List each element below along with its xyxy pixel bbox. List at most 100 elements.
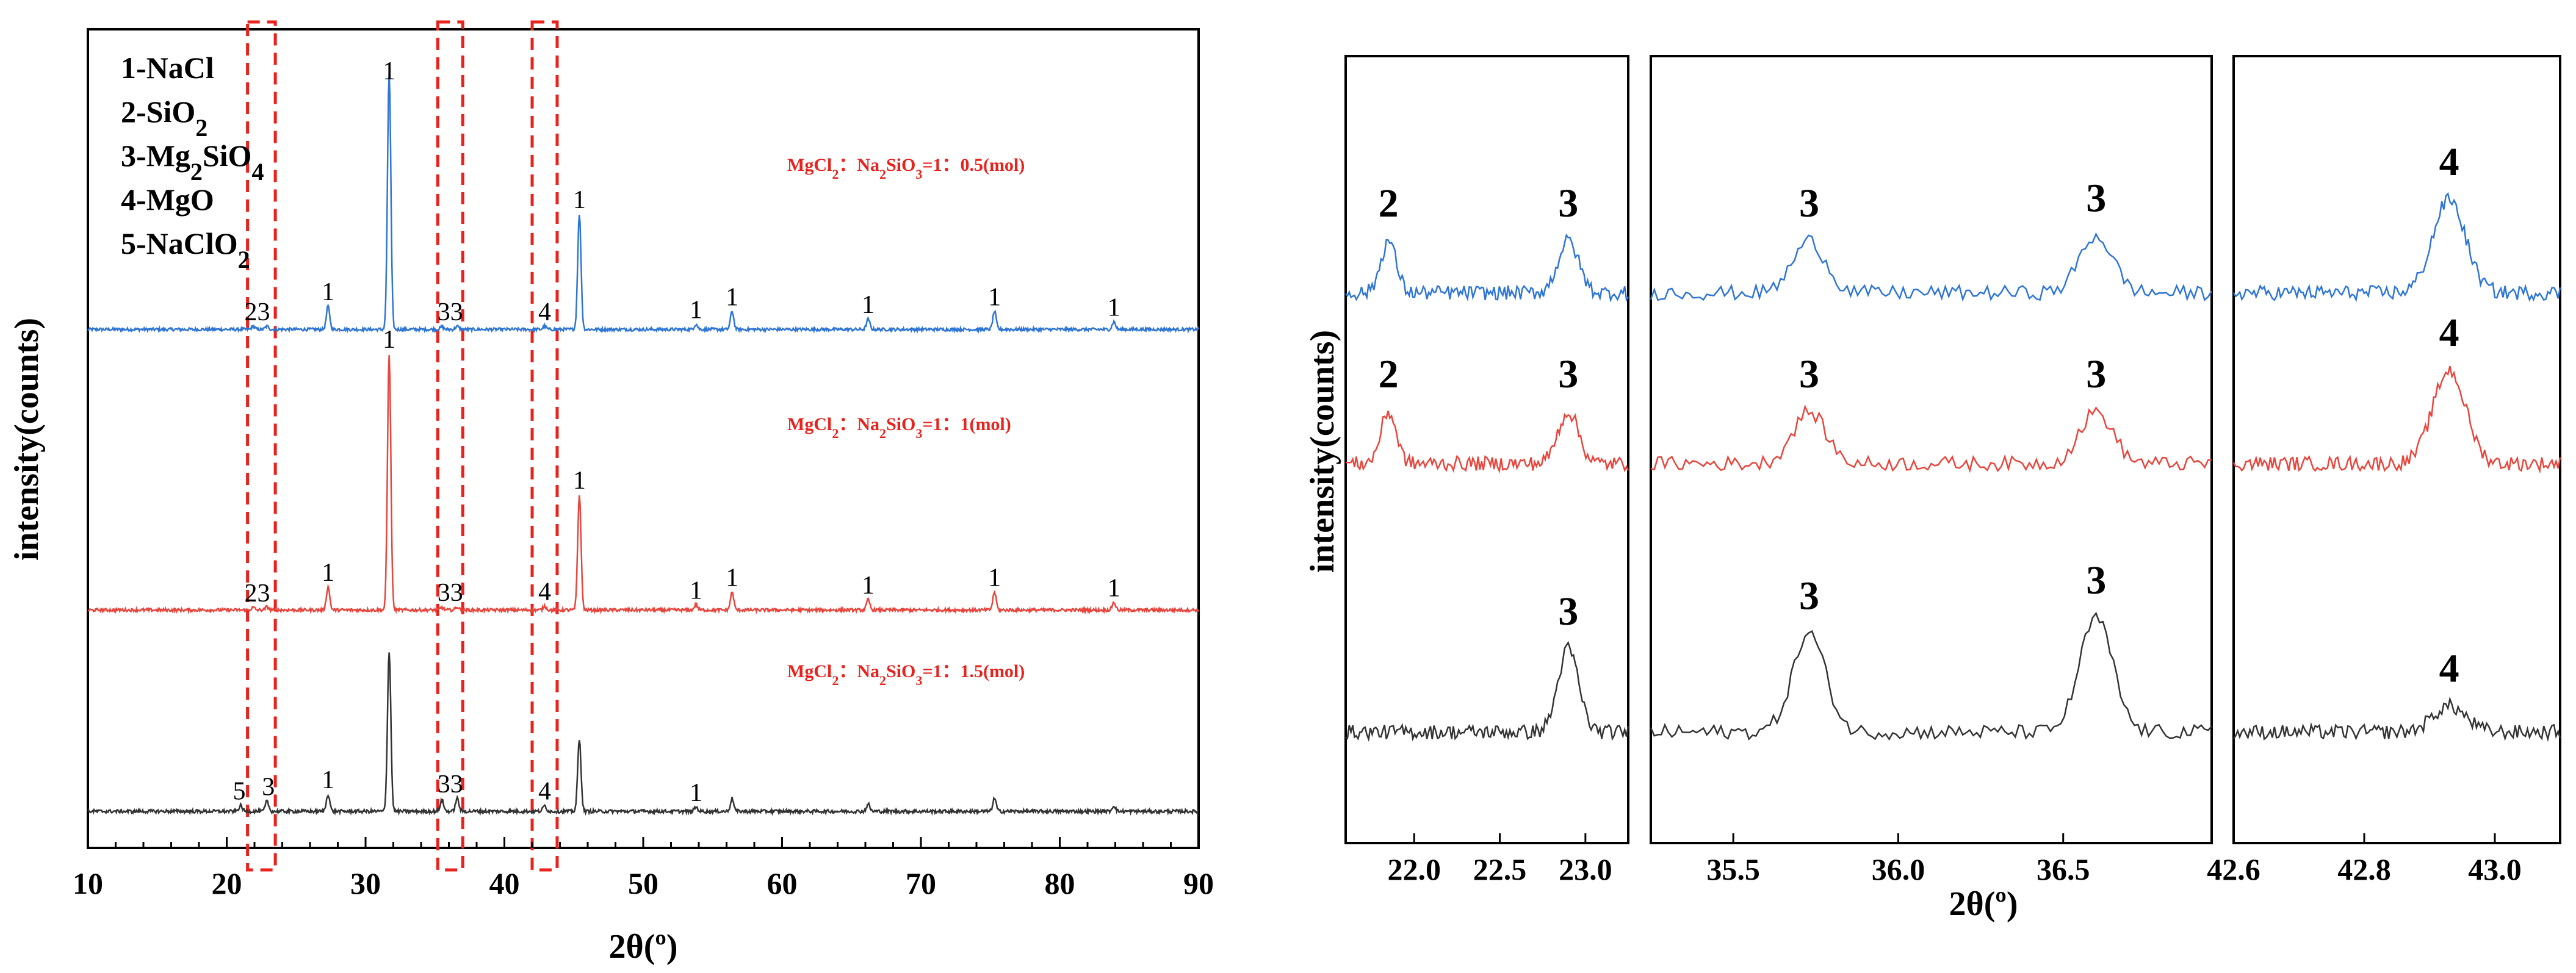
peak-label: 4 <box>538 578 551 606</box>
zoom-x-tick-label: 22.0 <box>1387 852 1441 886</box>
zoom-x-axis-title: 2θ(º) <box>1949 885 2018 923</box>
main-plot-frame <box>87 28 1200 849</box>
condition-labels: MgCl2：Na2SiO3=1：0.5(mol) MgCl2：Na2SiO3=1：… <box>787 155 1025 688</box>
peak-label: 33 <box>438 579 463 607</box>
peak-label: 1 <box>573 467 586 495</box>
zoom-series-line <box>1650 232 2213 302</box>
zoom-x-tick-label: 23.0 <box>1559 852 1612 886</box>
peak-label: 1 <box>1108 293 1120 321</box>
zoom-panels: 2 3 2 3 3 22.0 22.5 23.0 3 3 3 3 3 3 35.5 36.0 36.5 4 4 4 42… <box>1344 55 2561 886</box>
zoom-series-line <box>1345 233 1629 303</box>
peak-label: 4 <box>538 298 551 326</box>
legend-entry: 4-MgO <box>121 182 214 217</box>
zoom-series-line <box>1345 411 1629 474</box>
zoom-series-line <box>1650 611 2212 741</box>
peak-label: 1 <box>690 779 702 807</box>
zoom-peak-label: 3 <box>1799 352 1819 397</box>
zoom-x-tick-label: 42.6 <box>2207 852 2260 886</box>
main-y-axis-title: intensity(counts) <box>8 318 46 561</box>
peak-label: 1 <box>988 284 1001 312</box>
zoom-panel-frame <box>1650 55 2213 844</box>
peak-label: 1 <box>383 326 395 354</box>
zoom-x-tick-label: 22.5 <box>1473 852 1527 886</box>
zoom-peak-label: 3 <box>2086 558 2106 603</box>
highlight-boxes <box>246 20 559 872</box>
x-tick-label: 90 <box>1183 866 1214 900</box>
zoom-x-tick-label: 36.5 <box>2037 852 2090 886</box>
x-tick-label: 70 <box>906 866 936 900</box>
zoom-x-tick-label: 35.5 <box>1706 852 1760 886</box>
peak-label: 1 <box>726 284 738 312</box>
highlight-box <box>436 20 464 872</box>
highlight-box <box>246 20 277 872</box>
zoom-peak-label: 3 <box>1799 181 1819 226</box>
x-tick-label: 50 <box>628 866 658 900</box>
legend-entry: 1-NaCl <box>121 51 214 85</box>
zoom-series-line <box>2232 192 2561 303</box>
peak-label: 1 <box>690 296 702 325</box>
zoom-panel: 2 3 2 3 3 22.0 22.5 23.0 <box>1344 55 1629 886</box>
zoom-peak-label: 4 <box>2439 647 2459 691</box>
peak-label: 5 <box>233 778 245 806</box>
peak-label: 4 <box>538 778 551 806</box>
zoom-x-tick-label: 43.0 <box>2468 852 2522 886</box>
series-line <box>87 355 1200 615</box>
zoom-peak-label: 2 <box>1379 352 1399 397</box>
highlight-box <box>530 20 559 872</box>
zoom-series-line <box>1345 641 1629 742</box>
condition-label: MgCl2：Na2SiO3=1：0.5(mol) <box>787 155 1025 182</box>
zoom-peak-label: 4 <box>2439 140 2459 184</box>
zoom-x-tick-label: 36.0 <box>1872 852 1925 886</box>
zoom-panel-frame <box>1344 55 1629 844</box>
peak-label: 1 <box>726 564 738 592</box>
peak-label: 1 <box>322 766 334 794</box>
peak-label: 33 <box>438 298 463 326</box>
condition-label: MgCl2：Na2SiO3=1：1.5(mol) <box>787 661 1025 688</box>
peak-label: 3 <box>262 774 275 802</box>
zoom-peak-label: 3 <box>2086 352 2106 397</box>
zoom-peak-label: 3 <box>1558 181 1578 226</box>
main-x-axis: 10 20 30 40 50 60 70 80 90 <box>73 837 1214 900</box>
peak-label: 1 <box>862 572 875 600</box>
condition-label: MgCl2：Na2SiO3=1：1(mol) <box>787 414 1011 441</box>
legend-entry: 2-SiO2 <box>121 95 207 142</box>
peak-label: 1 <box>383 57 395 85</box>
zoom-panel: 3 3 3 3 3 3 35.5 36.0 36.5 <box>1650 55 2213 886</box>
zoom-panel: 4 4 4 42.6 42.8 43.0 <box>2207 55 2561 886</box>
zoom-peak-label: 3 <box>1799 574 1819 619</box>
x-tick-label: 40 <box>489 866 520 900</box>
peak-label: 1 <box>862 291 875 319</box>
zoom-series-line <box>1650 404 2212 473</box>
zoom-peak-label: 4 <box>2439 311 2459 355</box>
zoom-peak-label: 3 <box>2086 176 2106 221</box>
peak-label: 1 <box>988 564 1001 592</box>
peak-label: 1 <box>322 559 334 587</box>
zoom-panel-frame <box>2232 55 2561 844</box>
x-tick-label: 30 <box>350 866 381 900</box>
legend-entry: 3-Mg2SiO4 <box>121 138 264 185</box>
peak-label: 1 <box>573 186 586 214</box>
peak-label: 33 <box>438 770 463 799</box>
peak-label: 23 <box>245 298 270 326</box>
peak-label: 23 <box>245 580 270 608</box>
x-tick-label: 80 <box>1045 866 1075 900</box>
zoom-x-tick-label: 42.8 <box>2337 852 2391 886</box>
x-tick-label: 60 <box>767 866 798 900</box>
zoom-peak-label: 3 <box>1558 352 1578 397</box>
zoom-series-line <box>2232 366 2561 474</box>
peak-label: 1 <box>1108 574 1120 602</box>
zoom-peak-label: 3 <box>1558 589 1578 634</box>
zoom-series-line <box>2232 696 2561 742</box>
x-tick-label: 20 <box>212 866 242 900</box>
legend-entry: 5-NaClO2 <box>121 226 250 273</box>
series-line <box>87 652 1199 816</box>
x-tick-label: 10 <box>73 866 103 900</box>
zoom-peak-label: 2 <box>1379 181 1399 226</box>
main-series-group <box>87 73 1200 816</box>
peak-label: 1 <box>690 577 702 605</box>
series-line <box>87 73 1200 334</box>
